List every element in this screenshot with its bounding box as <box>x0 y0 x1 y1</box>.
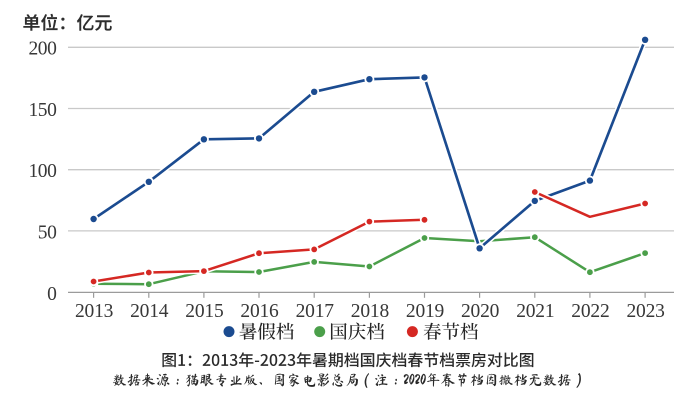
svg-text:2023: 2023 <box>626 301 664 322</box>
svg-text:2020: 2020 <box>461 301 499 322</box>
svg-text:200: 200 <box>28 39 56 60</box>
svg-text:2019: 2019 <box>406 301 444 322</box>
svg-text:2018: 2018 <box>351 301 389 322</box>
svg-text:50: 50 <box>38 222 57 243</box>
svg-text:150: 150 <box>28 100 56 121</box>
svg-text:2022: 2022 <box>571 301 609 322</box>
svg-text:2014: 2014 <box>130 301 169 322</box>
svg-text:2017: 2017 <box>296 301 335 322</box>
svg-text:100: 100 <box>28 161 56 182</box>
svg-text:0: 0 <box>47 284 56 305</box>
svg-text:2021: 2021 <box>516 301 554 322</box>
svg-text:2015: 2015 <box>185 301 223 322</box>
svg-text:2013: 2013 <box>75 301 113 322</box>
svg-text:2016: 2016 <box>240 301 279 322</box>
